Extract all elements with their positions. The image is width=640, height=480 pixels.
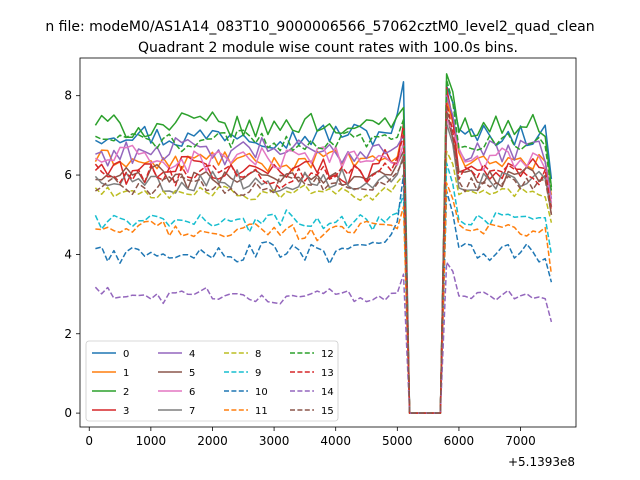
legend-label-8: 8 [255, 349, 261, 360]
legend-label-2: 2 [123, 387, 129, 398]
series-line-1 [94, 98, 553, 414]
legend-label-5: 5 [189, 368, 195, 379]
y-tick-label: 4 [64, 247, 72, 261]
series-line-9 [94, 162, 553, 414]
legend-label-12: 12 [321, 349, 334, 360]
series-line-11 [95, 182, 553, 414]
x-tick-label: 6000 [444, 434, 475, 448]
legend-label-6: 6 [189, 387, 195, 398]
legend-label-0: 0 [123, 349, 129, 360]
series-layer [94, 73, 553, 414]
x-tick-label: 4000 [320, 434, 351, 448]
y-tick-label: 0 [64, 406, 72, 420]
series-line-15 [95, 106, 553, 414]
legend-label-10: 10 [255, 387, 268, 398]
series-line-8 [94, 150, 553, 414]
plot-frame [79, 57, 577, 428]
legend-label-9: 9 [255, 368, 261, 379]
series-line-14 [94, 261, 553, 414]
legend-label-15: 15 [321, 406, 334, 417]
legend-label-11: 11 [255, 406, 268, 417]
series-line-4 [95, 94, 553, 414]
legend-label-13: 13 [321, 368, 334, 379]
x-tick-label: 7000 [505, 434, 536, 448]
x-offset-label: +5.1393e8 [508, 455, 575, 469]
legend-label-3: 3 [123, 406, 129, 417]
series-line-0 [95, 81, 553, 414]
x-axis: 0 1000 2000 3000 4000 5000 6000 7000 [85, 427, 536, 448]
legend-label-7: 7 [189, 406, 195, 417]
legend-label-1: 1 [123, 368, 129, 379]
x-tick-label: 5000 [382, 434, 413, 448]
legend-box [85, 340, 339, 422]
series-line-13 [94, 102, 553, 414]
series-line-10 [95, 174, 553, 414]
y-axis: 0 2 4 6 8 [64, 89, 80, 420]
x-tick-label: 0 [85, 434, 93, 448]
series-line-2 [94, 73, 553, 414]
series-line-6 [95, 118, 553, 414]
chart-title: Quadrant 2 module wise count rates with … [138, 40, 518, 56]
figure-suptitle: n file: modeM0/AS1A14_083T10_9000006566_… [45, 19, 594, 35]
legend-label-4: 4 [189, 349, 195, 360]
x-tick-label: 1000 [136, 434, 167, 448]
y-tick-label: 2 [64, 327, 72, 341]
series-line-7 [94, 122, 553, 414]
x-tick-label: 2000 [197, 434, 228, 448]
y-tick-label: 8 [64, 89, 72, 103]
y-tick-label: 6 [64, 168, 72, 182]
legend-label-14: 14 [321, 387, 334, 398]
x-tick-label: 3000 [259, 434, 290, 448]
